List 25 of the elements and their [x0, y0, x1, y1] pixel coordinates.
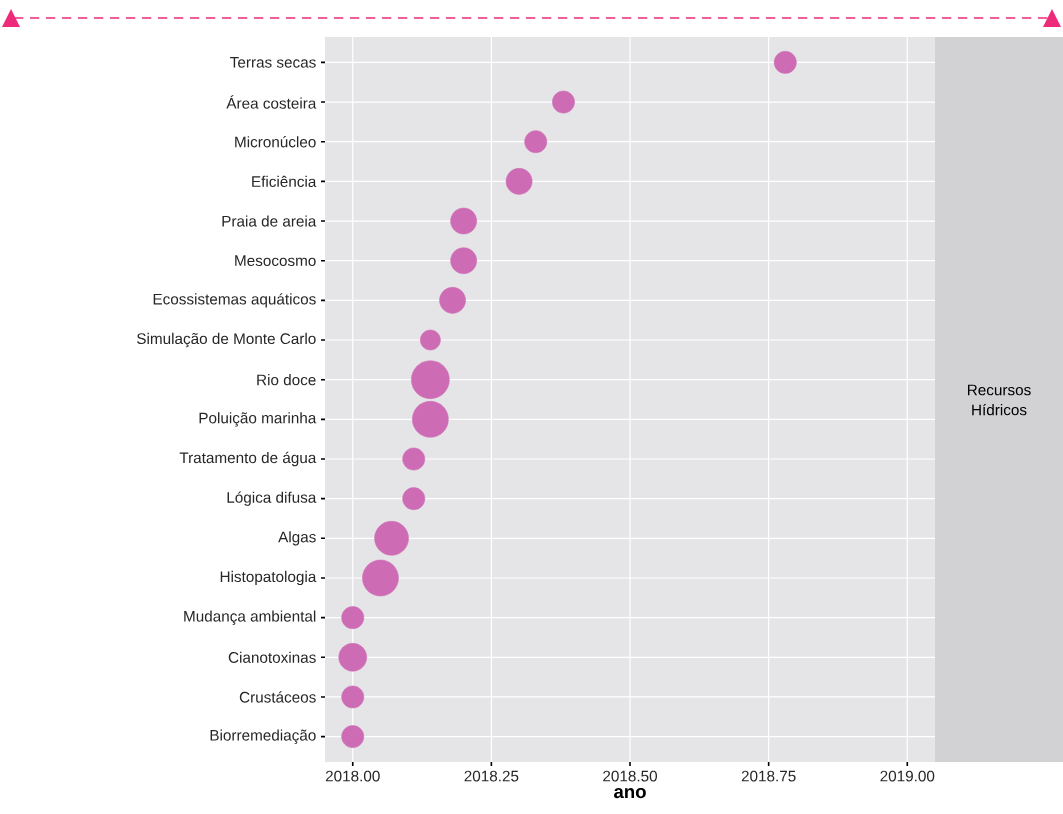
y-tick-label: Histopatologia [220, 570, 317, 586]
x-axis-title: ano [614, 787, 646, 799]
y-tick-label: Ecossistemas aquáticos [153, 293, 316, 308]
x-tick-label: 2018.00 [325, 770, 380, 782]
x-tick-label: 2018.75 [741, 770, 796, 782]
x-tick-label: 2019.00 [880, 770, 935, 782]
y-tick-label: Eficiência [252, 175, 317, 187]
x-tick-label: 2018.25 [464, 770, 519, 782]
y-tick-label: Algas [278, 531, 316, 546]
y-tick-label: Mudança ambiental [184, 610, 316, 625]
y-tick-label: Crustáceos [239, 691, 316, 703]
x-tick-label: 2018.50 [603, 770, 658, 782]
text: Recursos Hídricos [968, 384, 1031, 416]
y-tick-label: Biorremediação [210, 729, 316, 744]
y-tick-label: Lógica difusa [227, 491, 317, 506]
y-tick-label: Terras secas [230, 57, 316, 68]
y-tick-label: Cianotoxinas [228, 651, 316, 663]
y-tick-label: Micronúcleo [235, 136, 316, 148]
y-tick-label: Rio doce [257, 374, 316, 386]
y-tick-label: Simulação de Monte Carlo [137, 332, 316, 348]
y-tick-label: Poluição marinha [199, 412, 317, 427]
y-tick-label: Praia de areia [222, 215, 317, 227]
y-tick-label: Mesocosmo [235, 255, 316, 267]
y-tick-label: Área costeira [226, 95, 317, 109]
y-tick-label: Tratamento de água [179, 451, 317, 467]
